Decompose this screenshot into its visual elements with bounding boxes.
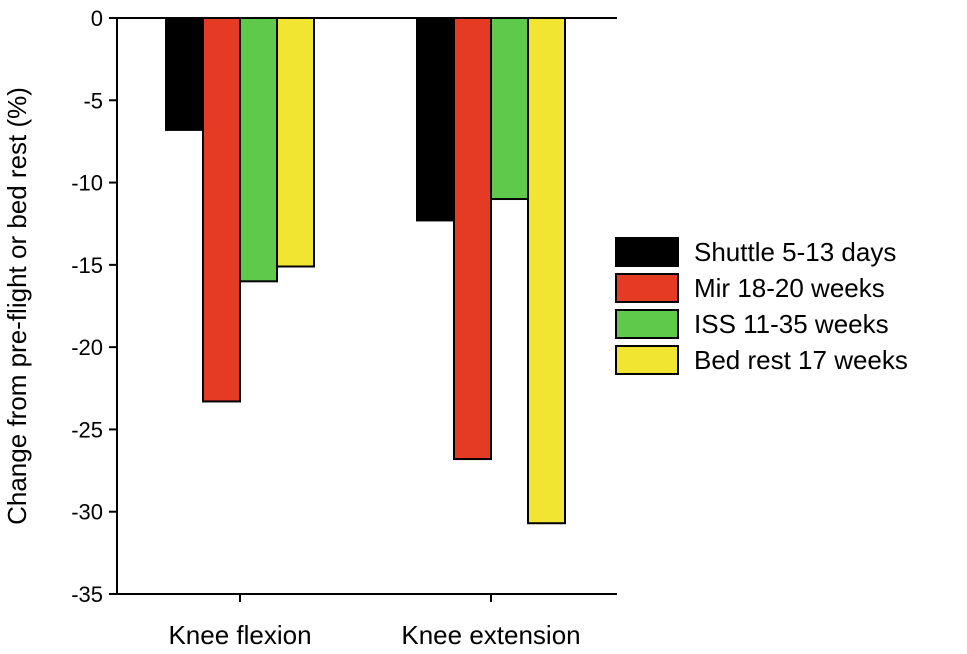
bar-1-3 xyxy=(239,17,278,283)
legend-label: Bed rest 17 weeks xyxy=(694,345,908,375)
legend-swatch xyxy=(615,237,679,267)
bar-1-2 xyxy=(202,17,241,403)
legend: Shuttle 5-13 days Mir 18-20 weeks ISS 11-3… xyxy=(615,237,908,375)
y-tick-label: -25 xyxy=(71,417,103,442)
y-tick-label: -5 xyxy=(83,88,103,113)
y-tick-label: -35 xyxy=(71,582,103,607)
legend-label: Shuttle 5-13 days xyxy=(694,237,896,267)
axes-group xyxy=(109,17,617,595)
y-tick-label: -15 xyxy=(71,253,103,278)
x-labels-group: Knee flexion Knee extension xyxy=(168,594,581,650)
bar-1-1 xyxy=(165,17,204,131)
bar-2-1 xyxy=(416,17,455,222)
y-axis-label: Change from pre-flight or bed rest (%) xyxy=(2,87,32,525)
x-category-label: Knee extension xyxy=(401,620,580,650)
legend-label: Mir 18-20 weeks xyxy=(694,273,885,303)
y-tick-label: -30 xyxy=(71,500,103,525)
legend-swatch xyxy=(615,345,679,375)
bar-2-2 xyxy=(453,17,492,461)
bar-2-4 xyxy=(527,17,566,525)
y-tick-label: -20 xyxy=(71,335,103,360)
legend-swatch xyxy=(615,273,679,303)
bars-group xyxy=(165,17,566,525)
y-tick-label: -10 xyxy=(71,171,103,196)
y-ticks-group: 0 -5 -10 -15 -20 -25 -30 -35 xyxy=(71,6,117,607)
bar-2-3 xyxy=(490,17,529,201)
bar-1-4 xyxy=(276,17,315,268)
x-category-label: Knee flexion xyxy=(168,620,311,650)
legend-swatch xyxy=(615,309,679,339)
y-tick-label: 0 xyxy=(91,6,103,31)
legend-label: ISS 11-35 weeks xyxy=(694,309,889,339)
